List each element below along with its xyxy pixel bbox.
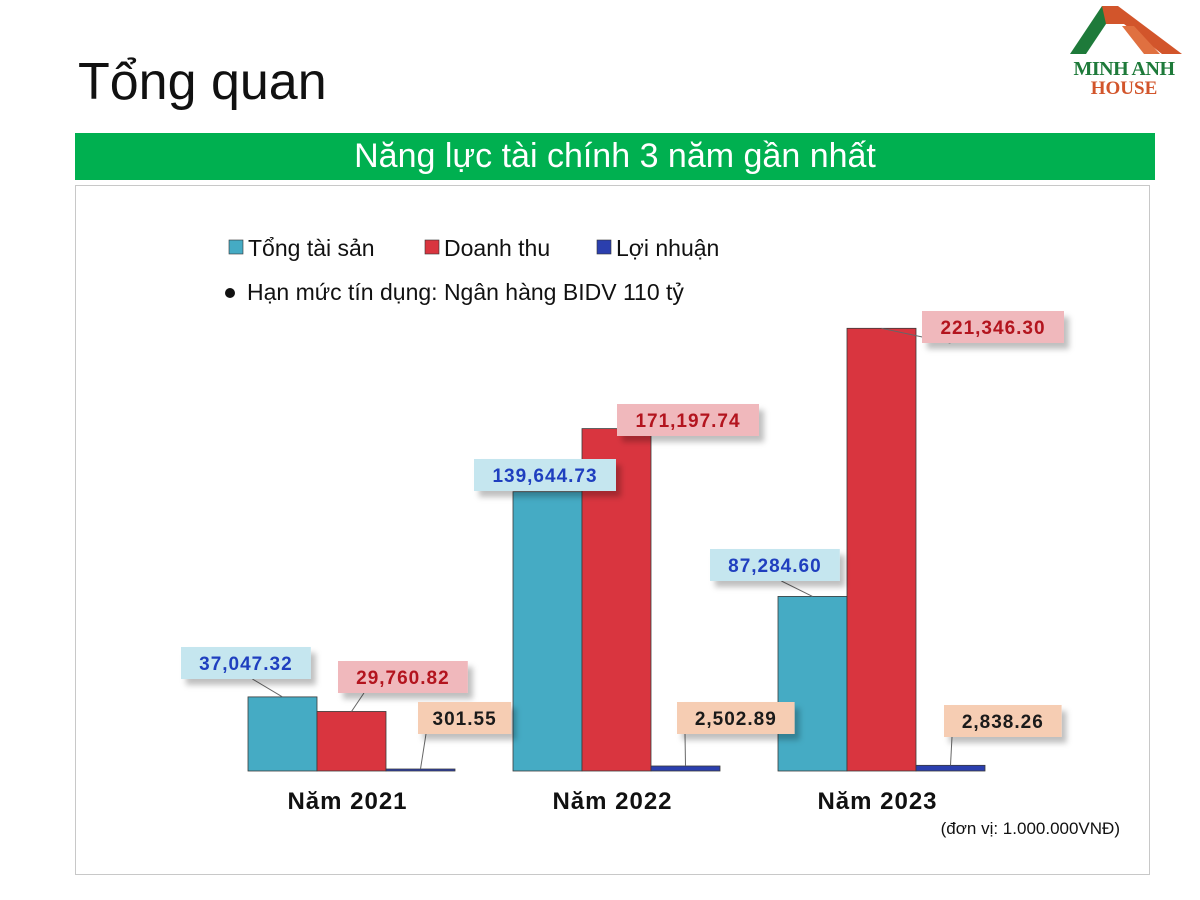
legend-swatch-profit xyxy=(596,239,612,255)
data-label-profit-2: 2,502.89 xyxy=(677,702,795,734)
data-label-text: 171,197.74 xyxy=(635,411,740,432)
data-label-text: 2,502.89 xyxy=(695,709,777,730)
bar-revenue-1 xyxy=(316,711,387,772)
data-label-box xyxy=(710,549,840,581)
company-logo xyxy=(1070,6,1182,54)
data-label-text: 2,838.26 xyxy=(962,712,1044,733)
legend-swatch-assets xyxy=(228,239,244,255)
data-label-box xyxy=(617,404,759,436)
data-label-revenue-1: 29,760.82 xyxy=(338,661,468,693)
logo-roof-orange-inner xyxy=(1122,26,1160,54)
bar-group xyxy=(247,327,986,772)
leader-line xyxy=(950,736,953,766)
data-label-assets-1: 37,047.32 xyxy=(181,647,311,679)
data-label-text: 37,047.32 xyxy=(199,654,293,675)
leader-line xyxy=(420,733,427,770)
bar-assets-3 xyxy=(777,596,848,772)
bar-profit-3 xyxy=(915,764,986,772)
data-label-revenue-2: 171,197.74 xyxy=(617,404,759,436)
data-label-box xyxy=(338,661,468,693)
leader-line xyxy=(781,580,813,597)
data-label-assets-2: 139,644.73 xyxy=(474,459,616,491)
legend-swatch-revenue xyxy=(424,239,440,255)
data-label-box xyxy=(418,702,512,734)
data-label-box xyxy=(944,705,1062,737)
data-label-profit-3: 2,838.26 xyxy=(944,705,1062,737)
data-label-text: 301.55 xyxy=(433,709,497,730)
note-bullet-icon xyxy=(225,288,235,298)
legend-label-assets: Tổng tài sản xyxy=(248,235,375,261)
data-labels: 37,047.32 29,760.82 301.55 139,644.73 171,19… xyxy=(181,311,1064,737)
category-axis-labels: Năm 2021 Năm 2022 Năm 2023 xyxy=(287,788,937,815)
data-label-assets-3: 87,284.60 xyxy=(710,549,840,581)
category-label-1: Năm 2021 xyxy=(287,788,407,815)
credit-limit-note: Hạn mức tín dụng: Ngân hàng BIDV 110 tỷ xyxy=(247,279,684,305)
legend-label-profit: Lợi nhuận xyxy=(616,235,719,261)
bar-profit-1 xyxy=(385,768,456,772)
category-label-3: Năm 2023 xyxy=(817,788,937,815)
data-label-revenue-3: 221,346.30 xyxy=(922,311,1064,343)
leader-line xyxy=(252,678,283,698)
bar-revenue-3 xyxy=(846,327,917,772)
category-label-2: Năm 2022 xyxy=(552,788,672,815)
bar-chart: Tổng tài sản Doanh thu Lợi nhuận Hạn mức tí… xyxy=(181,235,1120,838)
chart-frame: Tổng tài sản Doanh thu Lợi nhuận Hạn mức tí… xyxy=(75,185,1150,875)
data-label-text: 139,644.73 xyxy=(492,466,597,487)
data-label-box xyxy=(677,702,795,734)
bar-assets-1 xyxy=(247,696,318,772)
unit-note: (đơn vị: 1.000.000VNĐ) xyxy=(941,819,1120,838)
logo-text-line2: HOUSE xyxy=(1090,78,1158,99)
data-label-box xyxy=(181,647,311,679)
leader-line xyxy=(684,733,686,767)
section-banner: Năng lực tài chính 3 năm gần nhất xyxy=(75,133,1155,180)
logo-text-line1: MINH ANH xyxy=(1073,58,1176,80)
legend-label-revenue: Doanh thu xyxy=(444,235,550,261)
chart-legend: Tổng tài sản Doanh thu Lợi nhuận Hạn mức tí… xyxy=(225,235,719,305)
data-label-text: 87,284.60 xyxy=(728,556,822,577)
page-title: Tổng quan xyxy=(78,53,327,111)
bar-assets-2 xyxy=(512,491,583,772)
data-label-text: 29,760.82 xyxy=(356,668,450,689)
data-label-profit-1: 301.55 xyxy=(418,702,512,734)
leader-line xyxy=(351,692,365,712)
logo-roof-orange xyxy=(1102,6,1182,54)
bar-profit-2 xyxy=(650,765,721,772)
data-label-box xyxy=(922,311,1064,343)
data-label-box xyxy=(474,459,616,491)
data-label-text: 221,346.30 xyxy=(940,318,1045,339)
